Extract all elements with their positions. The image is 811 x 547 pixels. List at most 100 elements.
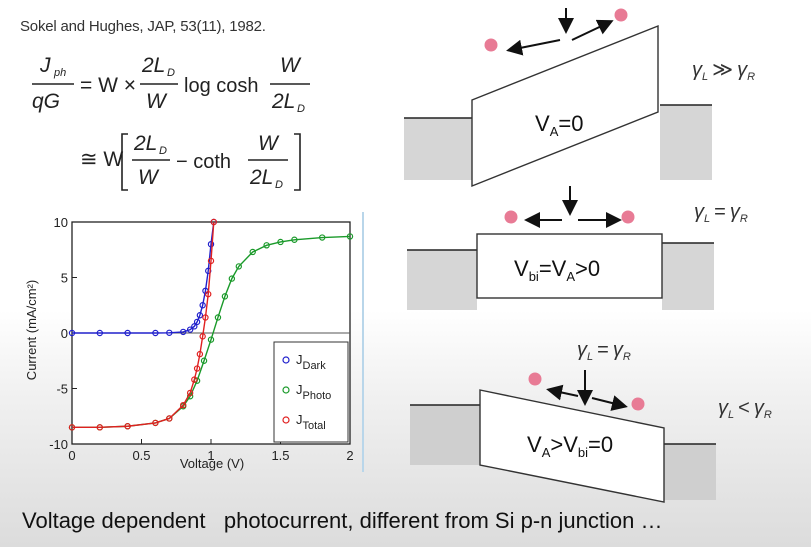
- point-total: [205, 290, 212, 298]
- formula2-frac-num: 2L: [133, 132, 157, 155]
- citation: Sokel and Hughes, JAP, 53(11), 1982.: [20, 18, 266, 35]
- particle-3a: [528, 372, 542, 386]
- point-photo: [221, 293, 229, 300]
- left-contact-1: [404, 118, 472, 180]
- formula-arg-den-sub: D: [297, 103, 305, 115]
- point-dark: [68, 329, 76, 337]
- point-total: [179, 401, 187, 409]
- formula-frac-num-sub: D: [167, 67, 175, 79]
- right-contact-3: [664, 444, 716, 500]
- formula-arg-den: 2L: [271, 90, 295, 113]
- band-label-2: Vbi=VA>0: [514, 256, 600, 284]
- particle-1b: [614, 8, 628, 22]
- formula2-arg-den-sub: D: [275, 179, 283, 191]
- formula-lhs-den: qG: [32, 90, 60, 113]
- particle-1a: [484, 38, 498, 52]
- x-tick-label: 0.5: [132, 448, 150, 463]
- band-diagram-3: VA>Vbi=0 γL = γR γL < γR: [410, 339, 772, 503]
- point-photo: [277, 238, 284, 246]
- formula-lhs-num-sub: ph: [53, 67, 66, 79]
- x-tick-label: 2: [346, 448, 353, 463]
- point-dark: [166, 329, 173, 336]
- right-contact-2: [662, 243, 714, 310]
- point-dark: [179, 328, 187, 336]
- point-dark: [207, 241, 215, 248]
- particle-2b: [621, 210, 635, 224]
- formula-line-1: J ph qG = W × 2L D W log cosh W 2L D: [32, 54, 310, 115]
- point-total: [196, 350, 204, 358]
- series-line-dark: [72, 221, 215, 334]
- slide-caption: Voltage dependent photocurrent, differen…: [22, 508, 663, 533]
- band-diagram-2: Vbi=VA>0 γL = γR: [407, 186, 748, 310]
- gamma-relation-3-top: γL = γR: [577, 339, 631, 363]
- legend-marker: [282, 356, 290, 364]
- point-total: [207, 257, 215, 265]
- point-total: [96, 424, 104, 431]
- x-tick-label: 1: [207, 448, 214, 463]
- legend-entry: JPhoto: [296, 382, 331, 402]
- point-dark: [191, 323, 198, 330]
- x-tick-label: 1.5: [271, 448, 289, 463]
- point-total: [166, 415, 173, 422]
- band-label-3: VA>Vbi=0: [527, 432, 613, 460]
- y-tick-label: 10: [54, 215, 68, 230]
- formula2-frac-num-sub: D: [159, 145, 167, 157]
- band-body-2: [476, 233, 663, 299]
- y-tick-label: 5: [61, 271, 68, 286]
- point-photo: [249, 248, 256, 256]
- y-tick-label: 0: [61, 326, 68, 341]
- gamma-relation-3: γL < γR: [718, 397, 772, 421]
- point-dark: [193, 318, 201, 326]
- point-dark: [196, 312, 204, 319]
- point-dark: [96, 329, 104, 337]
- point-photo: [235, 263, 242, 270]
- gamma-relation-1: γL ≫ γR: [692, 59, 755, 83]
- chart-legend: JDark JPhoto JTotal: [273, 341, 349, 443]
- legend-marker: [282, 416, 290, 424]
- point-total: [202, 314, 209, 321]
- point-dark: [124, 329, 131, 337]
- point-total: [199, 333, 206, 340]
- point-total: [68, 424, 76, 431]
- point-total: [191, 376, 198, 383]
- point-total: [186, 389, 194, 397]
- band-body-1: [471, 24, 659, 188]
- formula-approx: ≅ W: [80, 148, 123, 171]
- band-body-3: [479, 389, 665, 503]
- point-total: [152, 419, 159, 427]
- point-photo: [207, 336, 215, 343]
- left-contact-3: [410, 405, 480, 465]
- formula2-minus-func: − coth: [176, 151, 231, 173]
- formula2-frac-den: W: [138, 166, 160, 189]
- legend-marker: [282, 386, 290, 394]
- jv-chart-svg: 0 0.5 1 1.5 2 -10 -5 0 5 10 Current (mA/cm²) Volt…: [24, 215, 354, 471]
- photocurrent-formula: J ph qG = W × 2L D W log cosh W 2L D ≅ W…: [32, 54, 310, 191]
- gamma-relation-2: γL = γR: [694, 201, 748, 225]
- point-total: [124, 423, 131, 430]
- formula-func: log cosh: [184, 75, 259, 97]
- x-tick-label: 0: [68, 448, 75, 463]
- formula-frac-num: 2L: [141, 54, 165, 77]
- point-photo: [319, 234, 326, 241]
- y-tick-label: -5: [56, 382, 68, 397]
- right-contact-1: [660, 105, 712, 180]
- point-photo: [228, 275, 236, 282]
- particle-2a: [504, 210, 518, 224]
- point-photo: [291, 236, 298, 243]
- point-photo: [200, 357, 208, 364]
- point-total: [210, 218, 217, 226]
- legend-entry: JDark: [296, 352, 326, 372]
- left-contact-2: [407, 250, 477, 310]
- point-photo: [263, 242, 270, 249]
- band-label-1: VA=0: [535, 111, 583, 139]
- y-tick-label: -10: [49, 437, 68, 452]
- formula-arg-num: W: [280, 54, 302, 77]
- chart-ylabel: Current (mA/cm²): [24, 280, 39, 380]
- particle-3b: [631, 397, 645, 411]
- series-line-total: [72, 221, 215, 429]
- jv-chart: 0 0.5 1 1.5 2 -10 -5 0 5 10 Current (mA/cm²) Volt…: [12, 212, 364, 472]
- point-dark: [152, 329, 159, 337]
- formula-lhs-num: J: [39, 54, 51, 77]
- legend-entry: JTotal: [296, 412, 326, 432]
